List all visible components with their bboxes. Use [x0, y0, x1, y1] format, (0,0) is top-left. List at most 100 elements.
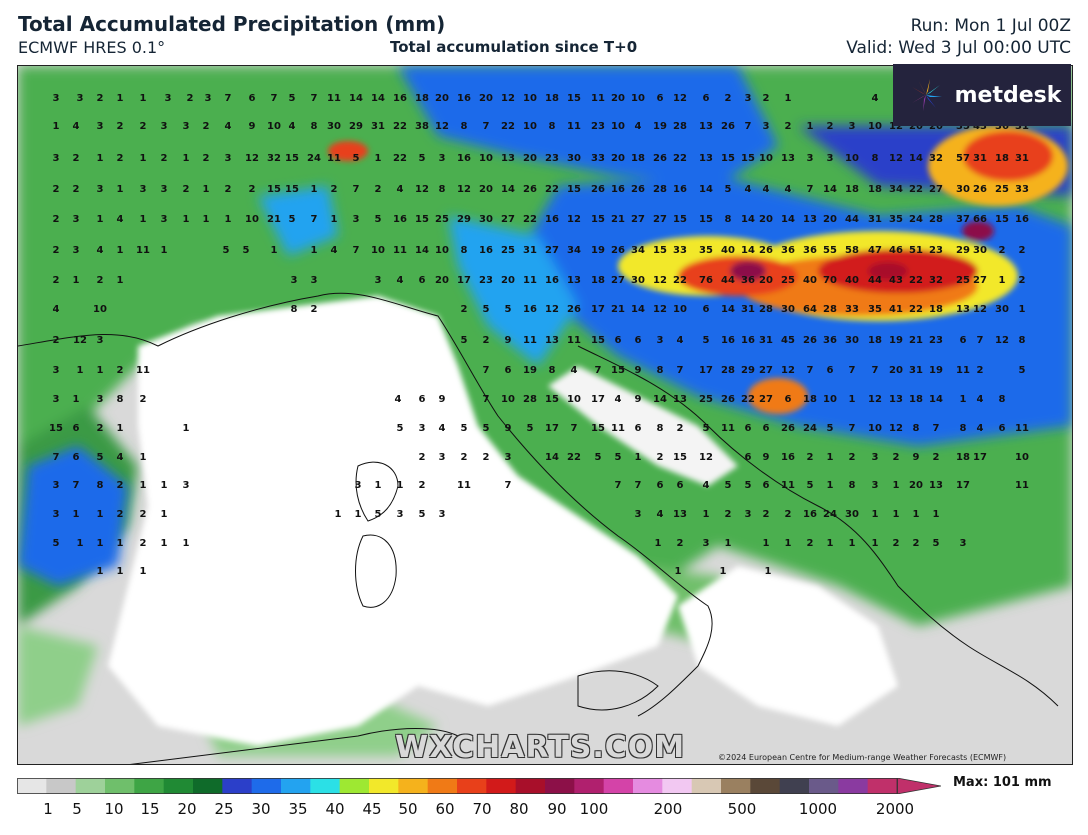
precip-value: 3 [745, 93, 752, 104]
precip-value: 12 [545, 304, 559, 315]
precip-value: 1 [140, 480, 147, 491]
precip-value: 20 [435, 93, 449, 104]
chart-title: Total Accumulated Precipitation (mm) [18, 12, 446, 36]
precip-value: 36 [741, 275, 755, 286]
precip-value: 1 [140, 153, 147, 164]
precip-value: 33 [673, 245, 687, 256]
precipitation-map: 3 3 2 1 1 3 2 3 7 6 7 5 7 11 14 14 16 18 20 16 20 12 10 18 15 11 2… [17, 65, 1073, 765]
precip-value: 5 [397, 423, 404, 434]
precip-value: 11 [457, 480, 471, 491]
precip-value: 19 [523, 365, 537, 376]
precip-value: 14 [721, 304, 735, 315]
precip-value: 2 [461, 304, 468, 315]
precip-value: 1 [73, 275, 80, 286]
precip-value: 13 [545, 335, 559, 346]
precip-value: 3 [73, 245, 80, 256]
precip-value: 12 [781, 365, 795, 376]
precip-value: 17 [591, 304, 605, 315]
precip-value: 2 [725, 509, 732, 520]
precip-value: 16 [393, 93, 407, 104]
precip-value: 31 [741, 304, 755, 315]
precip-value: 21 [267, 214, 281, 225]
precip-value: 2 [53, 184, 60, 195]
precip-value: 1 [140, 566, 147, 577]
precip-value: 11 [591, 93, 605, 104]
precip-value: 15 [285, 153, 299, 164]
precip-value: 2 [827, 121, 834, 132]
precip-value: 1 [161, 509, 168, 520]
precip-value: 4 [397, 275, 404, 286]
precip-value: 10 [435, 245, 449, 256]
precip-value: 45 [781, 335, 795, 346]
precip-value: 1 [893, 480, 900, 491]
color-scale-tick-label: 50 [398, 800, 418, 818]
precip-value: 12 [457, 184, 471, 195]
precip-value: 16 [611, 184, 625, 195]
metdesk-logo: metdesk [893, 64, 1071, 126]
precip-value: 5 [353, 153, 360, 164]
precip-value: 1 [893, 509, 900, 520]
precip-value: 11 [567, 121, 581, 132]
precip-value: 7 [807, 365, 814, 376]
precip-value: 8 [291, 304, 298, 315]
precip-value: 1 [117, 184, 124, 195]
precip-value: 15 [699, 214, 713, 225]
precip-value: 3 [183, 480, 190, 491]
precip-value: 70 [823, 275, 837, 286]
precip-value: 3 [763, 121, 770, 132]
precip-value: 14 [653, 394, 667, 405]
precip-value: 10 [1015, 452, 1029, 463]
precip-value: 13 [889, 394, 903, 405]
precip-value: 15 [591, 423, 605, 434]
wxcharts-watermark: WXCHARTS.COM [395, 730, 686, 765]
precip-value: 30 [567, 153, 581, 164]
precip-value: 1 [827, 538, 834, 549]
precip-value: 3 [53, 153, 60, 164]
precip-value: 26 [721, 121, 735, 132]
precip-value: 10 [759, 153, 773, 164]
precip-value: 6 [763, 480, 770, 491]
precip-value: 6 [999, 423, 1006, 434]
precip-value: 38 [415, 121, 429, 132]
precip-values-layer: 3 3 2 1 1 3 2 3 7 6 7 5 7 11 14 14 16 18 20 16 20 12 10 18 15 11 2… [49, 93, 1029, 577]
precip-value: 4 [73, 121, 80, 132]
precip-value: 7 [311, 93, 318, 104]
precip-value: 2 [117, 509, 124, 520]
precip-value: 6 [505, 365, 512, 376]
precip-value: 10 [245, 214, 259, 225]
precip-value: 3 [291, 275, 298, 286]
precip-value: 2 [893, 538, 900, 549]
precip-value: 18 [868, 184, 882, 195]
precip-value: 18 [845, 184, 859, 195]
precip-value: 46 [889, 245, 903, 256]
precip-value: 11 [1015, 423, 1029, 434]
precip-value: 7 [311, 214, 318, 225]
precip-value: 1 [183, 214, 190, 225]
precip-value: 30 [845, 509, 859, 520]
precip-value: 1 [53, 121, 60, 132]
precip-value: 14 [415, 245, 429, 256]
precip-value: 1 [1019, 304, 1026, 315]
precip-value: 1 [140, 93, 147, 104]
precip-value: 28 [523, 394, 537, 405]
precip-value: 64 [803, 304, 817, 315]
precip-value: 2 [187, 93, 194, 104]
precip-value: 3 [97, 394, 104, 405]
precip-value: 6 [785, 394, 792, 405]
precip-value: 2 [140, 509, 147, 520]
precip-value: 30 [995, 304, 1009, 315]
accumulation-subtitle: Total accumulation since T+0 [390, 38, 638, 56]
precip-value: 20 [889, 365, 903, 376]
precip-value: 11 [327, 93, 341, 104]
precip-value: 20 [479, 93, 493, 104]
precip-value: 3 [97, 184, 104, 195]
precip-value: 30 [781, 304, 795, 315]
precip-value: 2 [97, 423, 104, 434]
precip-value: 18 [868, 335, 882, 346]
precip-value: 6 [419, 275, 426, 286]
precip-value: 7 [595, 365, 602, 376]
precip-value: 23 [929, 335, 943, 346]
precip-value: 31 [1015, 153, 1029, 164]
precip-value: 7 [745, 121, 752, 132]
color-scale-segment [750, 778, 781, 794]
